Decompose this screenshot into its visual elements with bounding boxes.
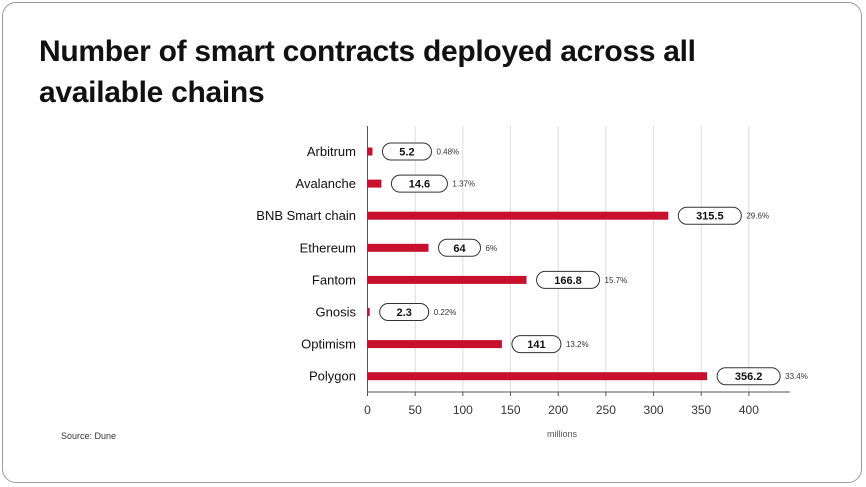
category-label: Avalanche [296, 176, 356, 191]
value-label: 2.3 [397, 307, 412, 319]
value-pill [511, 335, 562, 354]
value-pill [716, 367, 781, 386]
percent-label: 0.22% [434, 308, 457, 317]
value-pill [390, 174, 448, 193]
value-pill [677, 206, 742, 225]
value-label: 166.8 [554, 275, 582, 287]
x-tick-label: 200 [548, 403, 568, 417]
bar [367, 243, 429, 252]
source-note: Source: Dune [61, 431, 117, 441]
category-label: Optimism [301, 337, 356, 352]
category-label: Ethereum [300, 240, 356, 255]
value-label: 356.2 [735, 371, 763, 383]
value-pill [536, 270, 601, 289]
category-label: BNB Smart chain [256, 208, 356, 223]
percent-label: 29.6% [746, 212, 769, 221]
percent-label: 15.7% [605, 276, 628, 285]
percent-label: 13.2% [566, 340, 589, 349]
category-label: Arbitrum [307, 144, 356, 159]
bar [367, 340, 502, 349]
x-tick-label: 350 [691, 403, 711, 417]
category-label: Gnosis [316, 305, 357, 320]
percent-label: 33.4% [785, 372, 808, 381]
percent-label: 1.37% [452, 180, 475, 189]
bar [367, 275, 527, 284]
category-label: Polygon [309, 369, 356, 384]
percent-label: 6% [486, 244, 498, 253]
value-pill [438, 238, 482, 257]
value-pill [381, 142, 432, 161]
x-tick-label: 0 [364, 403, 371, 417]
value-label: 141 [527, 339, 545, 351]
bar [367, 147, 373, 156]
bar [367, 179, 382, 188]
chart-title: Number of smart contracts deployed acros… [39, 35, 696, 109]
bar [367, 211, 669, 220]
bar [367, 372, 708, 381]
percent-label: 0.48% [436, 148, 459, 157]
value-label: 5.2 [399, 147, 414, 159]
x-axis-label: millions [547, 429, 578, 439]
value-pill [379, 303, 430, 321]
value-label: 64 [453, 243, 466, 255]
value-label: 14.6 [409, 179, 430, 191]
x-tick-label: 150 [501, 403, 521, 417]
value-label: 315.5 [696, 211, 724, 223]
category-label: Fantom [312, 272, 356, 287]
bar [367, 308, 370, 316]
x-tick-label: 100 [453, 403, 473, 417]
x-tick-label: 50 [408, 403, 422, 417]
x-tick-label: 250 [596, 403, 616, 417]
x-tick-label: 300 [644, 403, 664, 417]
x-tick-label: 400 [739, 403, 759, 417]
